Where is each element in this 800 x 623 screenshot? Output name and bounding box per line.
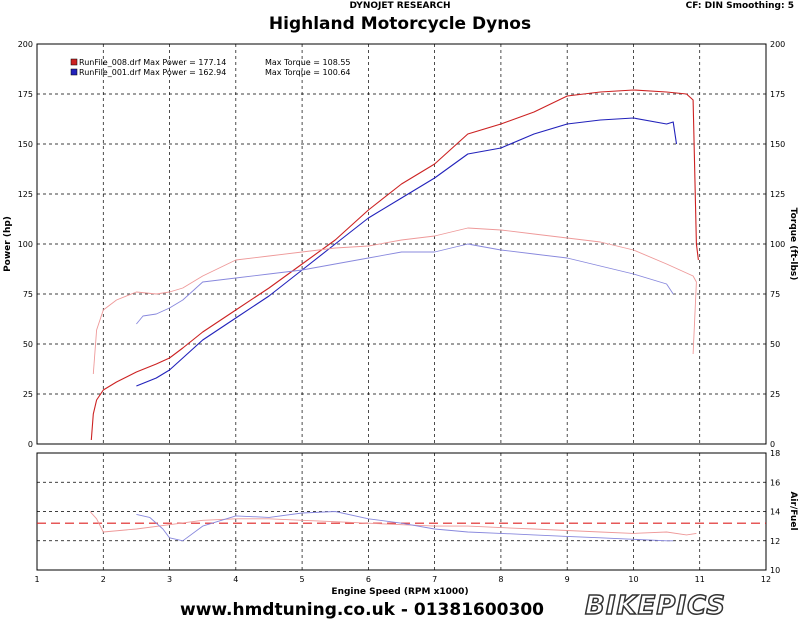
x-tick-label: 9 <box>565 575 570 584</box>
chart-subtitle: DYNOJET RESEARCH <box>349 1 451 11</box>
legend-entry-1: RunFile_008.drf Max Power = 177.14 <box>79 58 226 67</box>
af-tick-label: 18 <box>770 449 780 458</box>
chart-title: Highland Motorcycle Dynos <box>268 14 532 34</box>
legend: RunFile_008.drf Max Power = 177.14 Max T… <box>70 58 351 77</box>
legend-swatch-blue <box>70 68 78 76</box>
y-tick-label-left: 125 <box>18 190 33 199</box>
series-line-power-001 <box>136 117 678 387</box>
y-tick-label-left: 50 <box>23 340 33 349</box>
x-tick-label: 8 <box>498 575 503 584</box>
y-tick-label-left: 150 <box>18 140 33 149</box>
y-axis-title-torque: Torque (ft-lbs) <box>788 208 798 281</box>
y-axis-title-power: Power (hp) <box>3 216 13 272</box>
footer-contact: www.hmdtuning.co.uk - 01381600300 <box>180 600 544 620</box>
y-tick-label-left: 100 <box>18 240 33 249</box>
airfuel-plot-series <box>89 511 697 542</box>
y-axis-title-airfuel: Air/Fuel <box>788 491 798 530</box>
af-tick-label: 16 <box>770 478 780 487</box>
series-line-torque-001 <box>136 243 674 325</box>
series-line-af-008 <box>89 511 697 536</box>
x-tick-label: 6 <box>366 575 371 584</box>
cf-smoothing-info: CF: DIN Smoothing: 5 <box>685 1 794 11</box>
y-tick-label-right: 125 <box>770 190 785 199</box>
x-axis-title: Engine Speed (RPM x1000) <box>331 587 468 597</box>
y-tick-label-right: 75 <box>770 290 780 299</box>
af-tick-label: 12 <box>770 537 780 546</box>
y-tick-label-right: 175 <box>770 90 785 99</box>
af-tick-label: 14 <box>770 508 780 517</box>
y-tick-label-right: 0 <box>770 440 775 449</box>
power-plot-series <box>90 89 699 441</box>
x-axis-ticks: 1 2 3 4 5 6 7 8 9 10 11 12 <box>34 575 771 584</box>
x-tick-label: 1 <box>34 575 39 584</box>
y-tick-label-right: 150 <box>770 140 785 149</box>
power-plot-grid <box>37 44 766 444</box>
y-tick-label-left: 75 <box>23 290 33 299</box>
y-tick-label-left: 200 <box>18 40 33 49</box>
legend-entry-2: RunFile_001.drf Max Power = 162.94 <box>79 68 226 77</box>
y-tick-label-right: 25 <box>770 390 780 399</box>
brand-watermark: BIKEPICS <box>584 590 727 622</box>
airfuel-plot-ticks: 10 12 14 16 18 <box>770 449 780 575</box>
x-tick-label: 10 <box>628 575 638 584</box>
legend-torque-2: Max Torque = 100.64 <box>265 68 351 77</box>
x-tick-label: 7 <box>432 575 437 584</box>
y-tick-label-right: 200 <box>770 40 785 49</box>
x-tick-label: 12 <box>761 575 771 584</box>
legend-swatch-red <box>70 58 78 66</box>
x-tick-label: 3 <box>167 575 172 584</box>
x-tick-label: 4 <box>233 575 238 584</box>
y-tick-label-left: 175 <box>18 90 33 99</box>
x-tick-label: 11 <box>695 575 705 584</box>
af-tick-label: 10 <box>770 566 780 575</box>
series-line-af-001 <box>136 511 674 542</box>
y-tick-label-left: 0 <box>28 440 33 449</box>
power-plot-ticks: 0 0 25 25 50 50 75 75 100 100 125 125 150 150 175 175 20… <box>18 40 786 449</box>
legend-torque-1: Max Torque = 108.55 <box>265 58 351 67</box>
y-tick-label-right: 100 <box>770 240 785 249</box>
series-line-power-008 <box>90 89 699 441</box>
y-tick-label-left: 25 <box>23 390 33 399</box>
y-tick-label-right: 50 <box>770 340 780 349</box>
x-tick-label: 2 <box>101 575 106 584</box>
x-tick-label: 5 <box>300 575 305 584</box>
series-line-torque-008 <box>92 227 697 375</box>
